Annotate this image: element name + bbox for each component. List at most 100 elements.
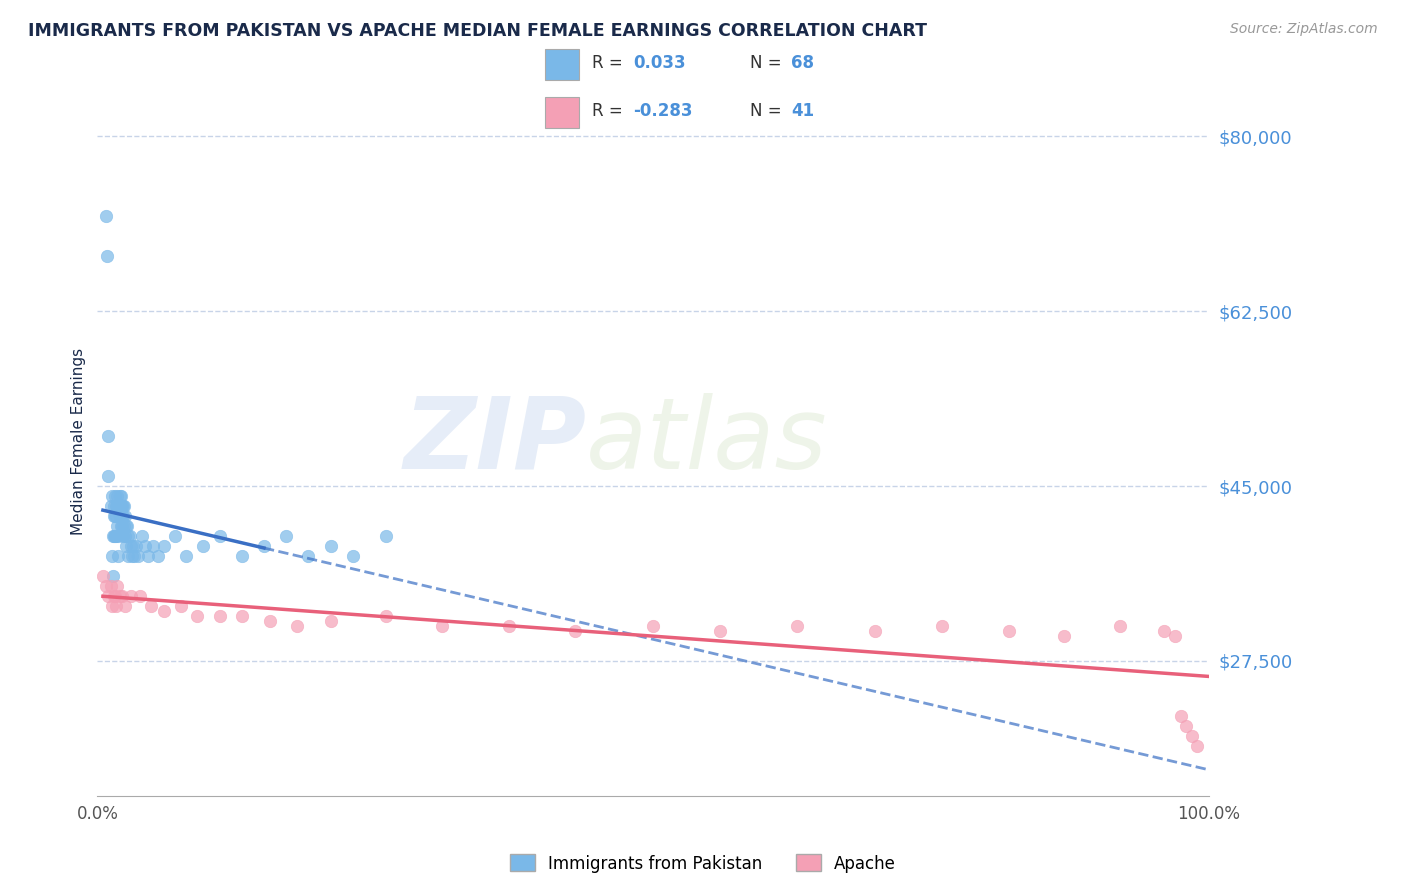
Point: [142, 539, 165, 553]
Point: [863, 624, 886, 638]
Point: [121, 549, 143, 563]
Point: [139, 599, 162, 613]
Point: [138, 549, 160, 563]
Point: [208, 608, 231, 623]
Point: [110, 489, 132, 503]
Point: [103, 589, 125, 603]
Text: 0.033: 0.033: [633, 54, 686, 72]
Point: [103, 508, 125, 523]
Point: [153, 604, 176, 618]
Point: [1187, 739, 1209, 753]
Point: [1175, 719, 1198, 733]
Point: [115, 519, 138, 533]
Point: [174, 549, 197, 563]
Point: [1181, 729, 1204, 743]
Point: [208, 529, 231, 543]
Point: [101, 599, 124, 613]
Point: [120, 539, 142, 553]
Point: [97, 589, 120, 603]
Point: [100, 579, 122, 593]
Point: [131, 529, 153, 543]
Point: [97, 469, 120, 483]
Point: [105, 529, 128, 543]
Point: [105, 579, 128, 593]
Point: [134, 539, 156, 553]
Point: [125, 539, 148, 553]
Point: [709, 624, 731, 638]
Text: ZIP: ZIP: [404, 392, 586, 490]
Point: [104, 529, 127, 543]
Point: [110, 499, 132, 513]
Text: N =: N =: [751, 54, 787, 72]
Point: [105, 499, 128, 513]
Point: [101, 569, 124, 583]
Point: [641, 619, 664, 633]
Text: IMMIGRANTS FROM PAKISTAN VS APACHE MEDIAN FEMALE EARNINGS CORRELATION CHART: IMMIGRANTS FROM PAKISTAN VS APACHE MEDIA…: [28, 22, 927, 40]
Point: [259, 614, 281, 628]
Point: [100, 499, 122, 513]
Point: [114, 508, 136, 523]
Point: [1164, 629, 1187, 643]
Point: [105, 499, 128, 513]
Point: [96, 209, 118, 223]
Point: [170, 599, 193, 613]
Text: atlas: atlas: [586, 392, 828, 490]
Point: [104, 489, 127, 503]
Point: [1053, 629, 1076, 643]
Point: [253, 539, 276, 553]
Point: [108, 499, 131, 513]
Point: [120, 589, 142, 603]
Point: [111, 499, 134, 513]
Point: [231, 608, 253, 623]
Point: [276, 529, 298, 543]
Point: [111, 499, 134, 513]
Point: [112, 499, 135, 513]
Point: [319, 614, 342, 628]
Point: [931, 619, 953, 633]
Point: [375, 529, 398, 543]
Legend: Immigrants from Pakistan, Apache: Immigrants from Pakistan, Apache: [503, 847, 903, 880]
Point: [104, 508, 127, 523]
Point: [1153, 624, 1175, 638]
Point: [297, 549, 319, 563]
Text: 68: 68: [792, 54, 814, 72]
FancyBboxPatch shape: [546, 49, 579, 79]
Point: [107, 549, 129, 563]
Point: [115, 539, 138, 553]
Point: [110, 519, 132, 533]
Point: [111, 508, 134, 523]
Point: [122, 549, 145, 563]
Text: R =: R =: [592, 102, 628, 120]
Point: [96, 249, 118, 263]
Point: [128, 589, 150, 603]
Point: [101, 489, 124, 503]
Point: [498, 619, 520, 633]
Point: [375, 608, 398, 623]
Point: [111, 589, 134, 603]
Point: [96, 579, 118, 593]
Point: [148, 549, 170, 563]
Point: [104, 589, 127, 603]
Point: [287, 619, 309, 633]
Point: [105, 519, 128, 533]
Point: [127, 549, 149, 563]
Point: [786, 619, 808, 633]
Point: [165, 529, 187, 543]
Point: [105, 599, 128, 613]
Text: R =: R =: [592, 54, 628, 72]
Point: [112, 519, 135, 533]
Text: 41: 41: [792, 102, 814, 120]
Point: [122, 539, 145, 553]
Point: [101, 549, 124, 563]
Point: [111, 519, 134, 533]
Point: [186, 608, 208, 623]
Point: [108, 508, 131, 523]
Point: [117, 549, 139, 563]
Point: [105, 489, 128, 503]
Point: [117, 529, 139, 543]
Point: [1170, 708, 1192, 723]
Point: [114, 529, 136, 543]
Point: [153, 539, 176, 553]
Point: [103, 529, 125, 543]
Point: [114, 599, 136, 613]
